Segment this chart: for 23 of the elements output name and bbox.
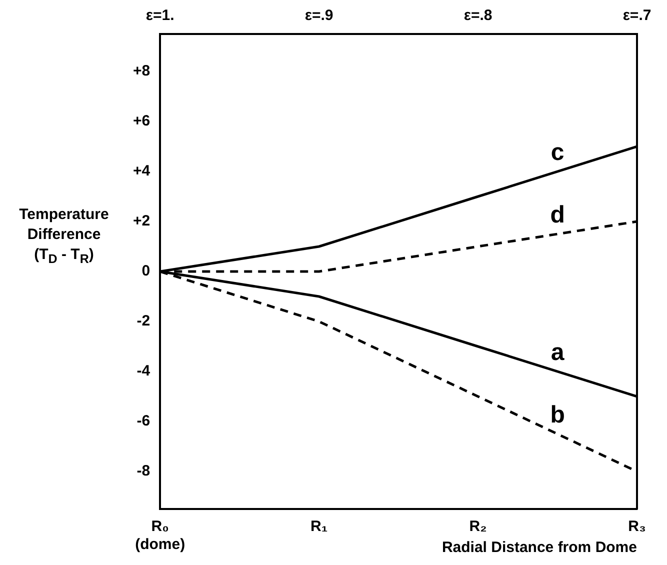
y-axis-title: Temperature Difference (T$_{D}$ - T$_{R}$) — [18, 205, 110, 268]
y-tick-label: -6 — [136, 412, 150, 430]
x-tick-label: R₂ — [469, 518, 487, 536]
x2-tick-label: ε=.7 — [622, 7, 652, 24]
x2-tick-label: ε=.9 — [304, 7, 334, 24]
y-tick-label: +8 — [132, 62, 150, 80]
x-axis-title: Radial Distance from Dome — [442, 539, 637, 556]
series-label: c — [550, 139, 564, 166]
series-label: b — [550, 402, 565, 429]
x-tick-label: R₁ — [310, 518, 328, 536]
series-label: a — [550, 339, 565, 366]
y-tick-label: -8 — [136, 462, 150, 480]
x2-tick-label: ε=1. — [146, 7, 174, 24]
y-tick-label: +2 — [132, 212, 150, 230]
y-tick-label: -2 — [136, 312, 150, 330]
y-tick-label: +6 — [132, 112, 150, 130]
x-tick-label: R₃ — [628, 518, 646, 536]
y-tick-label: 0 — [142, 262, 150, 280]
y-tick-label: +4 — [132, 162, 151, 180]
y-tick-label: -4 — [136, 362, 151, 380]
x-tick-label: R₀ (dome) — [135, 518, 186, 554]
x2-tick-label: ε=.8 — [464, 7, 492, 24]
series-label: d — [550, 202, 565, 229]
